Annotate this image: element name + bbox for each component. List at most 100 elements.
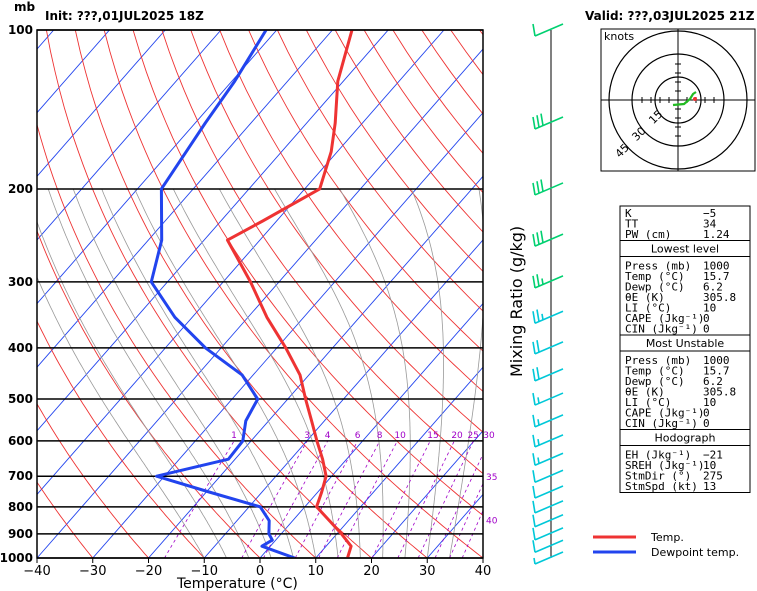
wind-barb-staff [534, 551, 564, 565]
dry-adiabat-line [45, 30, 372, 558]
most-unstable-row-value: 305.8 [703, 386, 736, 399]
pressure-tick-label: 400 [8, 341, 33, 355]
lowest-level-row-label: LI (°C) [625, 302, 671, 315]
wind-barb [532, 392, 564, 406]
wind-barb [532, 274, 564, 289]
wind-barb-flag [532, 275, 536, 289]
dry-adiabat-line [37, 481, 94, 558]
isotherm-line [259, 302, 483, 558]
init-time-label: Init: ???,01JUL2025 18Z [45, 9, 204, 23]
tt-index-label: TT [625, 218, 639, 231]
pw-index-label: PW (cm) [625, 228, 671, 241]
wind-barb-flag [536, 181, 540, 194]
lowest-level-row-label: Dewp (°C) [625, 281, 685, 294]
lowest-level-row-label: CIN (Jkg⁻¹) [625, 323, 698, 336]
wind-barb-half-flag [533, 557, 536, 565]
k-index-value: −5 [703, 207, 716, 220]
wind-barb-flag [532, 311, 536, 324]
wind-barb [532, 230, 564, 247]
mixing-ratio-label: 35 [486, 473, 497, 483]
dry-adiabat-line [37, 320, 205, 558]
most-unstable-row-value: 0 [703, 417, 710, 430]
wind-barb-staff [534, 469, 564, 483]
isotherm-line [37, 48, 483, 558]
wind-barb-half-flag [541, 278, 544, 285]
hodograph-units: knots [604, 30, 634, 43]
lowest-level-row-value: 10 [703, 302, 716, 315]
hodograph-params-row-value: 275 [703, 470, 723, 483]
dry-adiabat-line [37, 123, 317, 558]
indices-table: K −5 TT 34 PW (cm) 1.24 Lowest level Press (mb)… [619, 205, 751, 493]
wind-barb-flag [536, 115, 540, 128]
isotherm-line [92, 112, 483, 558]
most-unstable-row-label: Press (mb) [625, 354, 691, 367]
dry-adiabat-line [276, 30, 483, 312]
x-tick-label: −40 [23, 564, 50, 579]
mixing-ratio-label: 4 [325, 431, 331, 441]
wind-barb [532, 179, 564, 196]
isotherm-line [203, 239, 483, 558]
wind-barb [532, 500, 564, 514]
dry-adiabat-line [161, 30, 483, 475]
wind-barb-flag [532, 540, 536, 553]
pressure-tick-label: 900 [8, 527, 33, 541]
lowest-level-row-value: 6.2 [703, 281, 723, 294]
pressure-tick-label: 700 [8, 469, 33, 483]
lowest-level-row-label: Temp (°C) [625, 270, 685, 283]
pressure-tick-label: 300 [8, 275, 33, 289]
lowest-level-row-label: Press (mb) [625, 260, 691, 273]
mixing-ratio-label: 40 [486, 516, 498, 526]
wind-barb [532, 414, 564, 428]
mixing-ratio-label: 10 [394, 431, 406, 441]
dry-adiabat-line [248, 30, 483, 352]
wind-barb-flag [532, 514, 536, 527]
hodograph-params-row-label: EH (Jkg⁻¹) [625, 449, 691, 462]
x-tick-label: −20 [135, 564, 162, 579]
mixing-ratio-label: 6 [355, 431, 361, 441]
wind-barb-staff [534, 23, 564, 37]
wind-barb-flag [532, 434, 536, 447]
wind-barb [532, 527, 564, 541]
tt-index-value: 34 [703, 218, 717, 231]
mixing-ratio-line [164, 440, 235, 558]
most-unstable-row-value: 10 [703, 396, 716, 409]
wind-barb-flag [536, 232, 540, 245]
wind-barb-flag [532, 233, 536, 247]
x-tick-label: 0 [256, 564, 264, 579]
mixing-ratio-label: 8 [377, 431, 383, 441]
mixing-ratio-label: 20 [451, 431, 463, 441]
wind-barb [532, 469, 564, 483]
x-tick-label: −10 [191, 564, 218, 579]
isotherm-line [148, 175, 483, 558]
wind-barb [532, 513, 564, 528]
moist-adiabat-line [410, 188, 444, 558]
wind-barb [532, 539, 564, 553]
legend-temp-label: Temp. [650, 531, 684, 544]
table-box [619, 429, 751, 493]
x-axis: −40 −30 −20 −10 0 10 20 30 40 [23, 558, 491, 579]
mixing-ratio-label: 3 [304, 431, 310, 441]
dry-adiabat-line [305, 30, 483, 273]
hodograph-params-row-value: 13 [703, 480, 716, 493]
y-axis: 100 200 300 400 500 600 700 800 900 1000 [0, 23, 33, 565]
k-index-label: K [625, 207, 632, 220]
dry-adiabat-line [103, 30, 483, 558]
wind-barb [532, 485, 564, 499]
wind-barb-staff [534, 513, 564, 528]
lowest-level-row-label: θE (K) [625, 291, 665, 304]
moist-adiabat-line [37, 220, 227, 558]
dry-adiabat-line [37, 229, 261, 558]
wind-barb-flag [540, 230, 544, 243]
mixing-ratio-line [449, 482, 483, 558]
wind-barb-staff [534, 500, 564, 514]
wind-barb-half-flag [537, 439, 540, 446]
wind-barb-flag [540, 179, 544, 192]
x-tick-label: −30 [79, 564, 106, 579]
mixing-ratio-line [318, 440, 381, 558]
wind-barb-staff [534, 539, 564, 553]
legend-dewpoint-label: Dewpoint temp. [651, 546, 739, 559]
isotherm-line [37, 30, 222, 241]
valid-time-label: Valid: ???,03JUL2025 21Z [585, 9, 755, 23]
most-unstable-row-label: θE (K) [625, 386, 665, 399]
wind-barb-flag [536, 274, 540, 287]
